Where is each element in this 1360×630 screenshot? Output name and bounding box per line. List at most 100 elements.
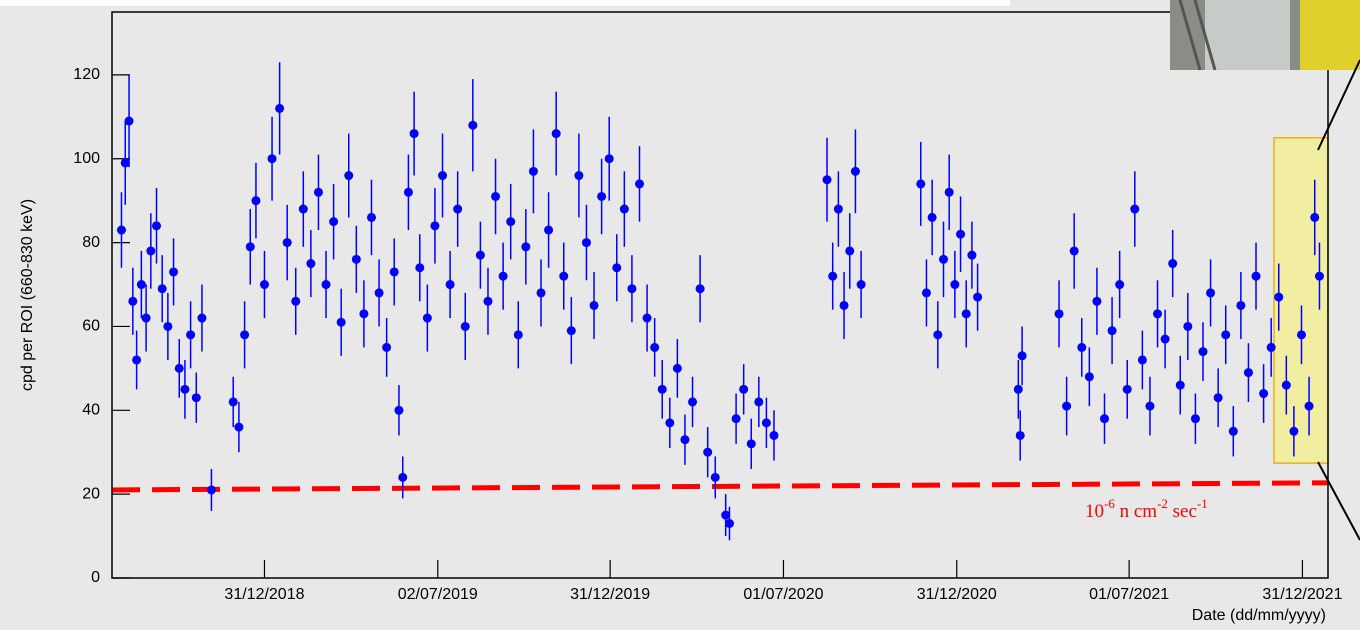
data-point: [612, 263, 621, 272]
data-point: [552, 129, 561, 138]
data-point: [344, 171, 353, 180]
data-point: [590, 301, 599, 310]
data-point: [703, 448, 712, 457]
data-point: [192, 393, 201, 402]
data-point: [597, 192, 606, 201]
y-axis-label: cpd per ROI (660-830 keV): [19, 199, 36, 391]
data-point: [438, 171, 447, 180]
data-point: [180, 385, 189, 394]
data-point: [643, 314, 652, 323]
data-point: [175, 364, 184, 373]
data-point: [260, 280, 269, 289]
annotation-part: n cm: [1115, 501, 1157, 522]
data-point: [1221, 330, 1230, 339]
data-point: [1130, 205, 1139, 214]
data-point: [1092, 297, 1101, 306]
data-point: [933, 330, 942, 339]
x-tick-label: 01/07/2021: [1089, 586, 1169, 603]
x-tick-label: 31/12/2020: [917, 586, 997, 603]
data-point: [574, 171, 583, 180]
data-point: [1206, 288, 1215, 297]
data-point: [229, 397, 238, 406]
data-point: [275, 104, 284, 113]
data-point: [1252, 272, 1261, 281]
data-point: [1145, 402, 1154, 411]
data-point: [665, 418, 674, 427]
data-point: [845, 246, 854, 255]
data-point: [762, 418, 771, 427]
data-point: [1168, 259, 1177, 268]
data-point: [283, 238, 292, 247]
data-point: [132, 355, 141, 364]
y-tick-label: 60: [82, 318, 100, 335]
data-point: [711, 473, 720, 482]
data-point: [1123, 385, 1132, 394]
data-point: [962, 309, 971, 318]
data-point: [1236, 301, 1245, 310]
data-point: [1198, 347, 1207, 356]
data-point: [117, 226, 126, 235]
data-point: [1016, 431, 1025, 440]
data-point: [537, 288, 546, 297]
data-point: [163, 322, 172, 331]
data-point: [1018, 351, 1027, 360]
data-point: [1259, 389, 1268, 398]
data-point: [404, 188, 413, 197]
data-point: [732, 414, 741, 423]
data-point: [329, 217, 338, 226]
data-point: [423, 314, 432, 323]
data-point: [375, 288, 384, 297]
data-point: [834, 205, 843, 214]
data-point: [950, 280, 959, 289]
data-point: [299, 205, 308, 214]
data-point: [1161, 335, 1170, 344]
data-point: [747, 439, 756, 448]
data-point: [851, 167, 860, 176]
y-tick-label: 120: [73, 66, 100, 83]
data-point: [240, 330, 249, 339]
data-point: [415, 263, 424, 272]
y-tick-label: 0: [91, 569, 100, 586]
data-point: [857, 280, 866, 289]
data-point: [1289, 427, 1298, 436]
chart: 02040608010012031/12/201802/07/201931/12…: [0, 0, 1360, 630]
data-point: [128, 297, 137, 306]
annotation-part: 10: [1085, 501, 1104, 522]
data-point: [605, 154, 614, 163]
data-point: [1191, 414, 1200, 423]
data-point: [620, 205, 629, 214]
data-point: [306, 259, 315, 268]
data-point: [125, 117, 134, 126]
data-point: [207, 485, 216, 494]
y-tick-label: 80: [82, 234, 100, 251]
data-point: [680, 435, 689, 444]
data-point: [521, 242, 530, 251]
x-axis-label: Date (dd/mm/yyyy): [1192, 607, 1326, 624]
data-point: [137, 280, 146, 289]
data-point: [945, 188, 954, 197]
data-point: [142, 314, 151, 323]
data-point: [1297, 330, 1306, 339]
data-point: [1282, 381, 1291, 390]
data-point: [337, 318, 346, 327]
data-point: [268, 154, 277, 163]
data-point: [939, 255, 948, 264]
annotation-part: -6: [1104, 496, 1115, 511]
data-point: [1115, 280, 1124, 289]
data-point: [1138, 355, 1147, 364]
photo-inset: [1170, 0, 1360, 70]
data-point: [1100, 414, 1109, 423]
data-point: [696, 284, 705, 293]
data-point: [514, 330, 523, 339]
annotation-part: -2: [1157, 496, 1168, 511]
data-point: [922, 288, 931, 297]
data-point: [1014, 385, 1023, 394]
data-point: [1070, 246, 1079, 255]
data-point: [430, 221, 439, 230]
data-point: [673, 364, 682, 373]
data-point: [658, 385, 667, 394]
data-point: [582, 238, 591, 247]
data-point: [367, 213, 376, 222]
data-point: [1267, 343, 1276, 352]
data-point: [169, 267, 178, 276]
